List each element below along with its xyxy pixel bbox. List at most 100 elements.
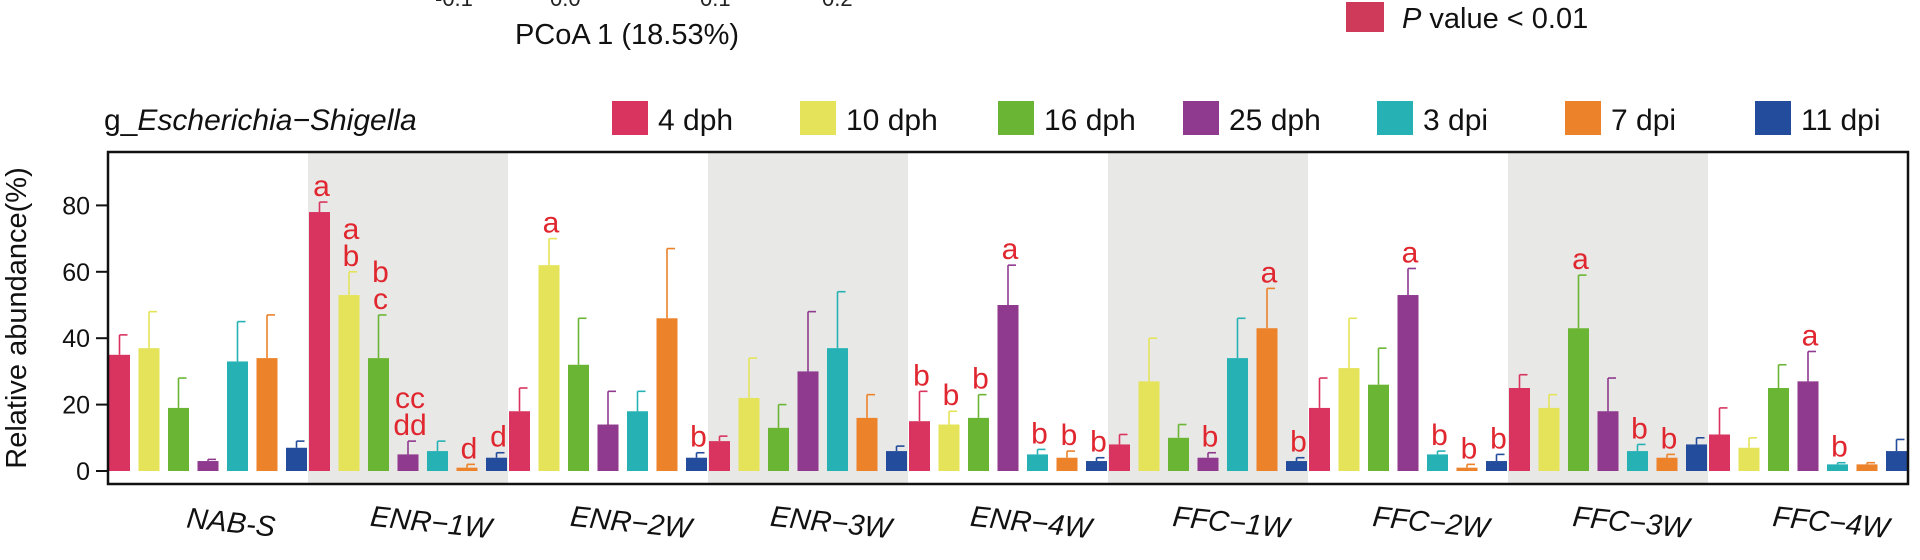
x-tick-label-8: FFC−4W bbox=[1771, 501, 1893, 545]
bar-7-dpi-g4 bbox=[1056, 457, 1078, 471]
bar-10-dph-g6 bbox=[1338, 368, 1360, 471]
bar-3-dpi-g6 bbox=[1427, 454, 1448, 471]
significance-label-18: a bbox=[1402, 236, 1419, 269]
significance-label-16: a bbox=[1261, 256, 1278, 289]
bar-16-dph-g5 bbox=[1168, 437, 1189, 471]
significance-label-14: b bbox=[1090, 426, 1107, 459]
error-bars bbox=[118, 201, 1905, 468]
x-tick-label-6: FFC−2W bbox=[1371, 501, 1493, 545]
bar-7-dpi-g2 bbox=[656, 318, 678, 471]
legend-swatch-16-dph bbox=[998, 101, 1034, 135]
bar-25-dph-g0 bbox=[197, 461, 219, 471]
bar-4-dph-g4 bbox=[909, 421, 930, 471]
pvalue-rest: value < 0.01 bbox=[1421, 3, 1588, 35]
legend: 4 dph 10 dph 16 dph 25 dph 3 dpi 7 dpi 11 dpi bbox=[612, 101, 1881, 137]
y-tick-label-20: 20 bbox=[62, 392, 90, 420]
significance-label-0: a bbox=[313, 170, 330, 203]
legend-label-3-dpi: 3 dpi bbox=[1423, 104, 1488, 137]
bar-11-dpi-g4 bbox=[1086, 461, 1107, 471]
significance-label-7: b bbox=[690, 421, 707, 454]
plot-frame bbox=[106, 150, 1910, 486]
significance-label-22: a bbox=[1572, 243, 1589, 276]
cropped-tick-3: 0.2 bbox=[822, 0, 853, 11]
bar-10-dph-g7 bbox=[1538, 407, 1560, 471]
significance-label-8: b bbox=[913, 359, 930, 392]
bar-4-dph-g2 bbox=[509, 411, 530, 471]
bar-11-dpi-g0 bbox=[286, 447, 307, 471]
bar-7-dpi-g6 bbox=[1456, 467, 1478, 471]
bar-16-dph-g0 bbox=[168, 407, 189, 471]
bar-11-dpi-g6 bbox=[1486, 461, 1507, 471]
cropped-tick-labels: -0.1 0.0 0.1 0.2 bbox=[435, 0, 853, 11]
legend-label-16-dph: 16 dph bbox=[1044, 104, 1136, 137]
y-axis-label: Relative abundance(%) bbox=[1, 167, 33, 468]
significance-label-21: b bbox=[1490, 422, 1507, 455]
bar-7-dpi-g5 bbox=[1256, 328, 1278, 471]
significance-label-25: a bbox=[1802, 319, 1819, 352]
legend-swatch-25-dph bbox=[1183, 101, 1219, 135]
legend-swatch-3-dpi bbox=[1377, 101, 1413, 135]
x-tick-label-1: ENR−1W bbox=[369, 501, 496, 546]
x-tick-label-3: ENR−3W bbox=[769, 501, 896, 546]
significance-label-19: b bbox=[1431, 419, 1448, 452]
bar-25-dph-g1 bbox=[397, 454, 419, 471]
bar-3-dpi-g2 bbox=[627, 411, 648, 471]
bar-25-dph-g7 bbox=[1597, 411, 1619, 471]
bar-3-dpi-g5 bbox=[1227, 358, 1248, 471]
legend-label-11-dpi: 11 dpi bbox=[1801, 104, 1881, 137]
legend-swatch-10-dph bbox=[800, 101, 836, 135]
significance-label-10: b bbox=[972, 363, 989, 396]
bar-3-dpi-g4 bbox=[1027, 454, 1048, 471]
significance-label-12: b bbox=[1031, 417, 1048, 450]
bar-4-dph-g6 bbox=[1309, 407, 1330, 471]
bar-16-dph-g7 bbox=[1568, 328, 1589, 471]
bar-7-dpi-g7 bbox=[1656, 457, 1678, 471]
y-tick-label-40: 40 bbox=[62, 325, 90, 353]
y-tick-label-60: 60 bbox=[62, 259, 90, 287]
cropped-tick-2: 0.1 bbox=[700, 0, 731, 11]
x-tick-label-2: ENR−2W bbox=[569, 501, 696, 546]
bar-7-dpi-g3 bbox=[856, 417, 878, 471]
bar-10-dph-g4 bbox=[938, 424, 960, 471]
y-tick-label-0: 0 bbox=[76, 458, 90, 486]
significance-label-17: b bbox=[1290, 426, 1307, 459]
bar-3-dpi-g8 bbox=[1827, 464, 1848, 471]
significance-label-20: b bbox=[1461, 432, 1478, 465]
legend-label-7-dpi: 7 dpi bbox=[1611, 104, 1676, 137]
legend-label-4-dph: 4 dph bbox=[658, 104, 733, 137]
bar-11-dpi-g8 bbox=[1886, 451, 1907, 471]
significance-label-4: d bbox=[461, 432, 478, 465]
bar-4-dph-g8 bbox=[1709, 434, 1730, 471]
bar-4-dph-g3 bbox=[709, 441, 730, 471]
bar-10-dph-g1 bbox=[338, 295, 360, 471]
bar-10-dph-g0 bbox=[138, 348, 160, 471]
bar-16-dph-g4 bbox=[968, 417, 989, 471]
pvalue-italic: P bbox=[1402, 3, 1422, 35]
legend-swatch-4-dph bbox=[612, 101, 648, 135]
bar-25-dph-g5 bbox=[1197, 457, 1219, 471]
bar-3-dpi-g3 bbox=[827, 348, 848, 471]
bar-25-dph-g2 bbox=[597, 424, 619, 471]
bar-25-dph-g8 bbox=[1797, 381, 1819, 471]
bar-3-dpi-g1 bbox=[427, 451, 448, 471]
y-tick-label-80: 80 bbox=[62, 192, 90, 220]
bar-11-dpi-g1 bbox=[486, 457, 507, 471]
significance-label-5: d bbox=[490, 421, 507, 454]
significance-label-3: cc dd bbox=[393, 382, 426, 442]
pvalue-legend-swatch bbox=[1346, 2, 1384, 32]
legend-swatch-11-dpi bbox=[1755, 101, 1791, 135]
legend-label-10-dph: 10 dph bbox=[846, 104, 938, 137]
bar-7-dpi-g8 bbox=[1856, 464, 1878, 471]
bar-10-dph-g5 bbox=[1138, 381, 1160, 471]
pcoa-axis-label: PCoA 1 (18.53%) bbox=[515, 19, 739, 51]
bar-10-dph-g3 bbox=[738, 397, 760, 471]
bar-3-dpi-g7 bbox=[1627, 451, 1648, 471]
bar-11-dpi-g7 bbox=[1686, 444, 1707, 471]
x-axis: NAB-S ENR−1W ENR−2W ENR−3W ENR−4W FFC−1W FFC−2… bbox=[185, 501, 1893, 546]
y-axis: 0 20 40 60 80 bbox=[62, 192, 108, 486]
x-tick-label-7: FFC−3W bbox=[1571, 501, 1693, 545]
chart-title: g_Escherichia−Shigella bbox=[104, 104, 417, 137]
top-fragment: -0.1 0.0 0.1 0.2 PCoA 1 (18.53%) P value < … bbox=[435, 0, 1588, 51]
